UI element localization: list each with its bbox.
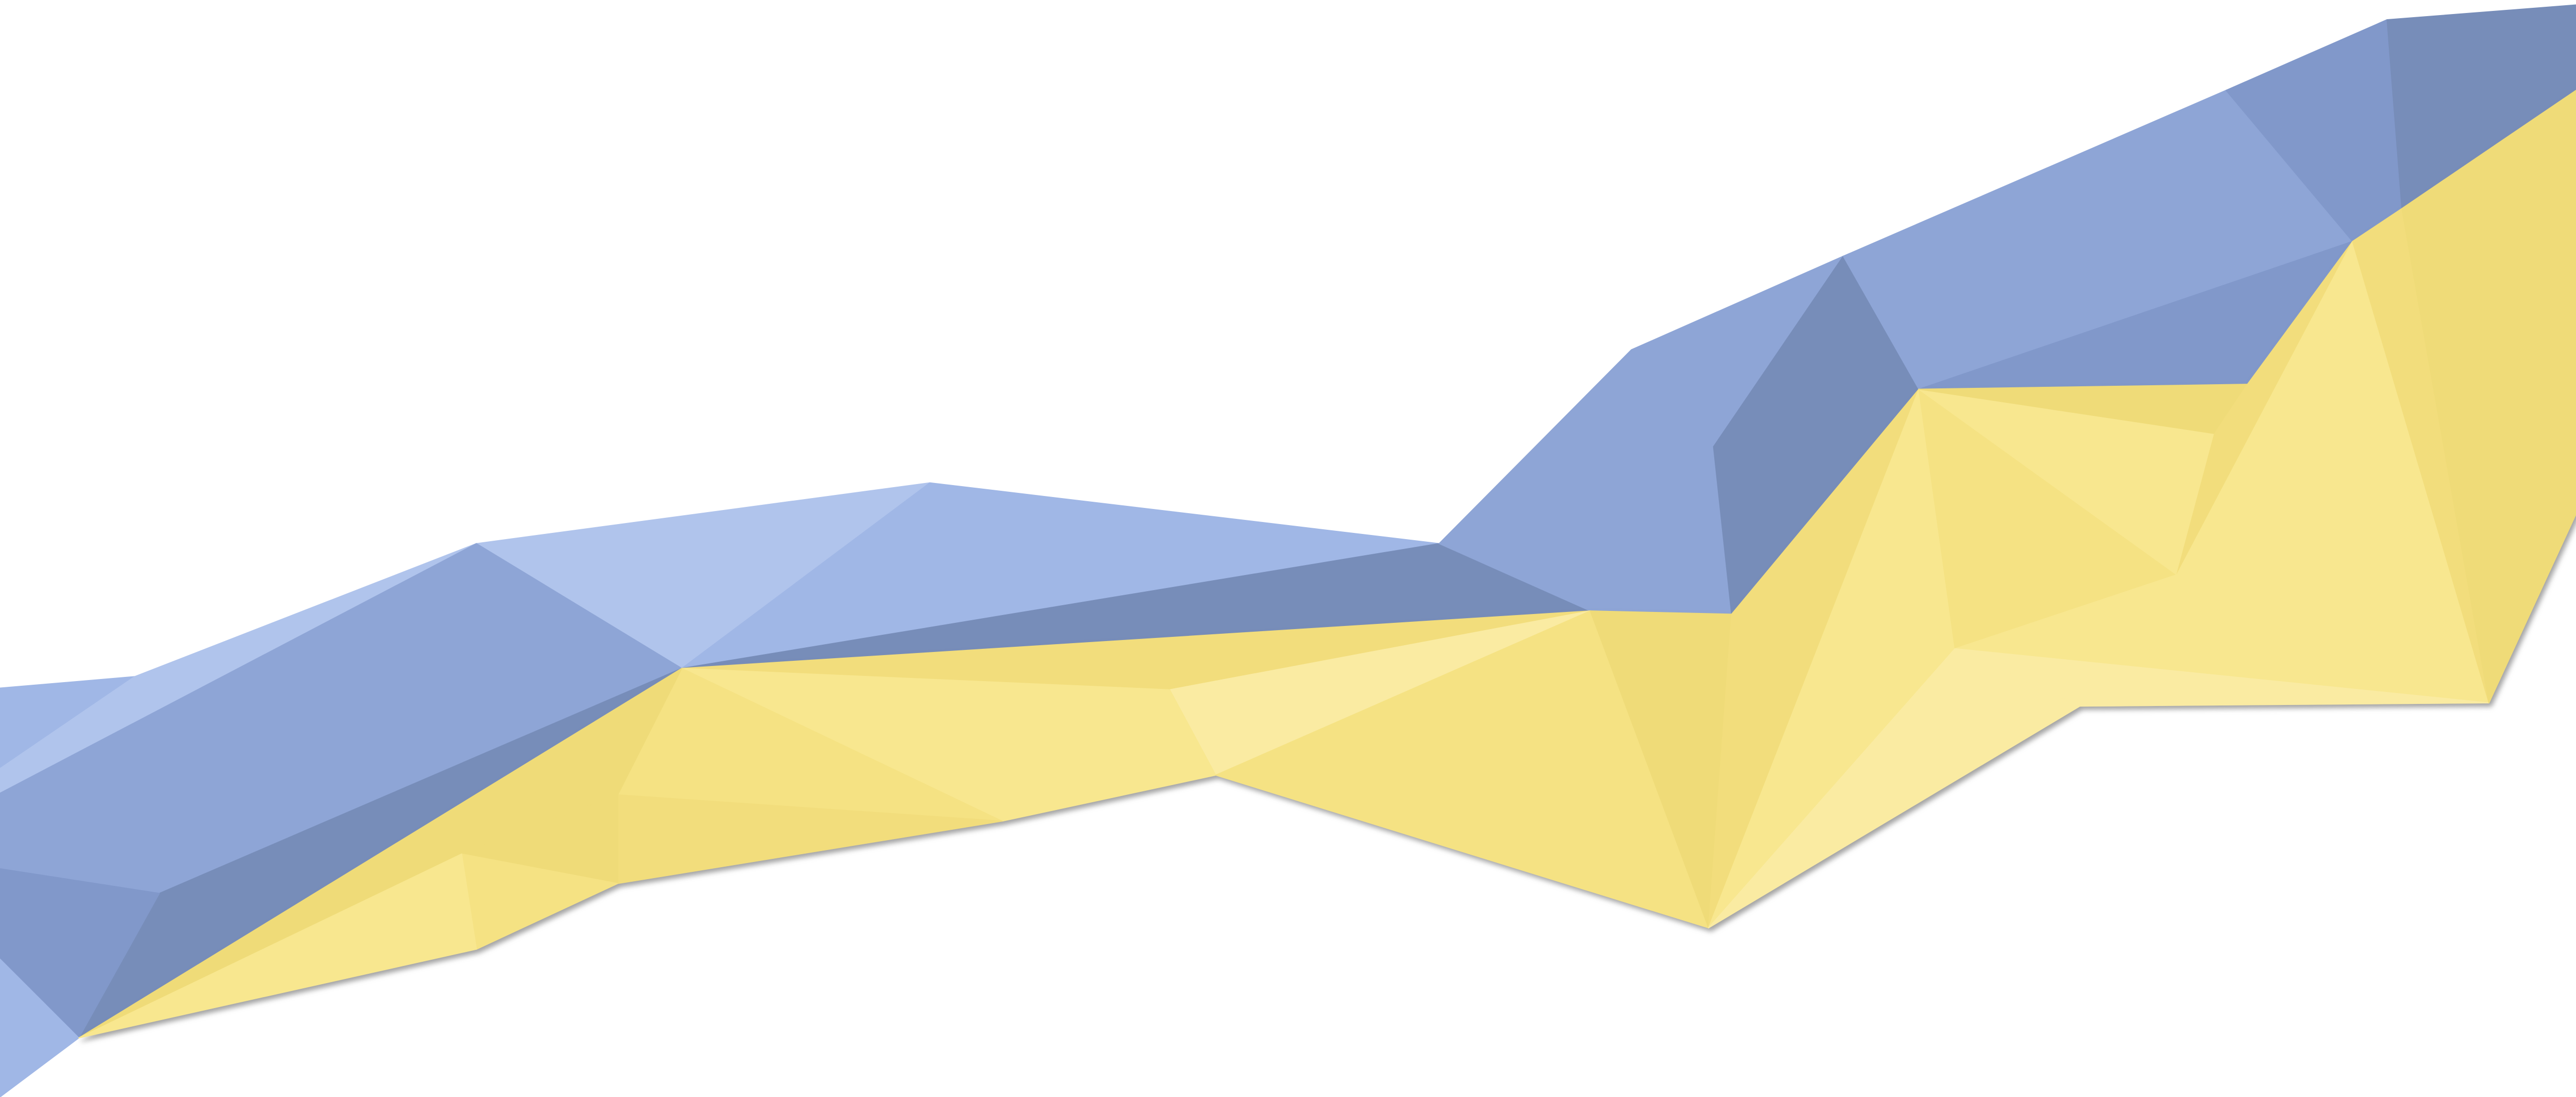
yellow-facet [2401,89,2576,703]
yellow-facet [78,853,477,1039]
yellow-band [78,89,2576,1039]
blue-facet [0,958,80,1097]
blue-facet [2386,4,2576,210]
yellow-facet [1954,648,2490,707]
